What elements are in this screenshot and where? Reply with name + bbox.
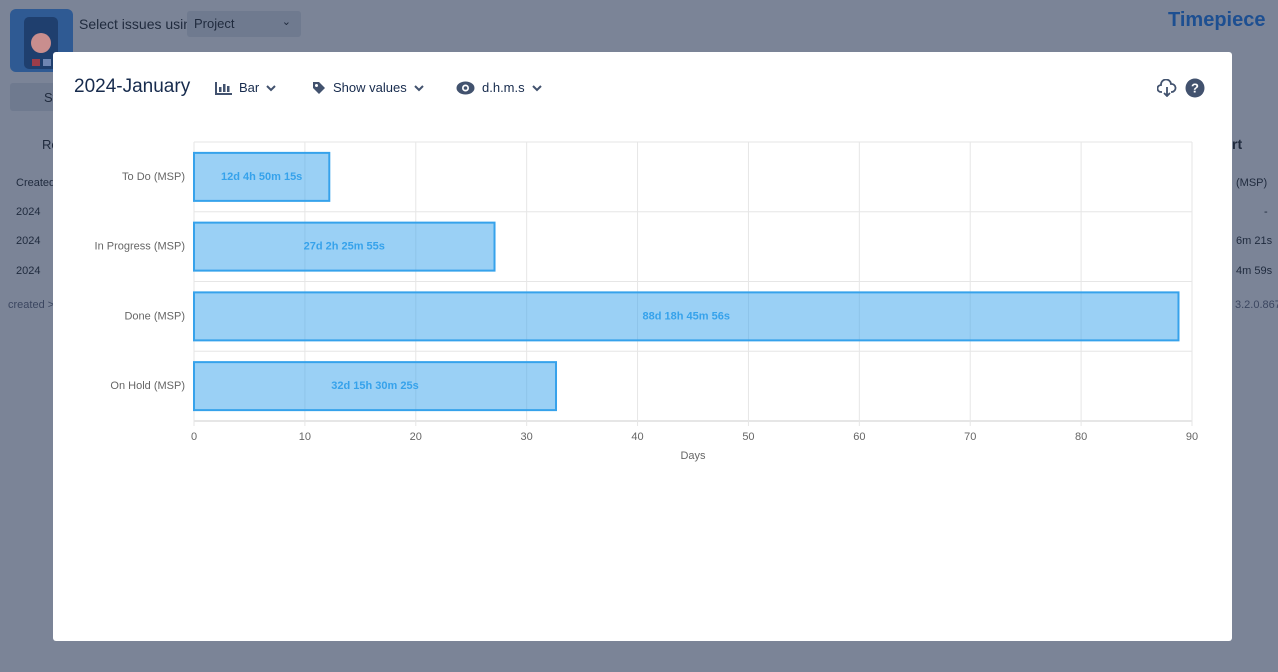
x-tick-label: 50 [742,431,754,443]
bar-icon [215,81,232,95]
table-cell: 2024 [16,235,41,247]
table-cell: 4m 59s [1236,265,1273,277]
select[interactable]: Project ⌄ [187,11,301,37]
version: 3.2.0.867 [1235,299,1278,311]
y-tick-label: To Do (MSP) [122,171,185,183]
bar [193,361,558,412]
modal-title: 2024-January [74,76,191,97]
y-tick-label: On Hold (MSP) [110,380,185,392]
bar [193,291,1180,342]
y-tick-label: In Progress (MSP) [95,241,185,253]
x-tick-label: 80 [1075,431,1087,443]
chevron [531,84,542,91]
export-text: rt [1232,136,1243,152]
value-label: 32d 15h 30m 25s [331,380,418,392]
app-logo [10,9,73,72]
x-tick-label: 30 [521,431,533,443]
value-label: 88d 18h 45m 56s [643,310,730,322]
table-cell: - [1264,206,1268,218]
toolbar-button[interactable]: St [10,83,60,111]
chevron: ⌄ [281,16,291,28]
bar [193,151,331,202]
menu-text: Show values [333,80,407,95]
download-button[interactable] [1157,79,1177,97]
menu-text: Bar [239,80,260,95]
chart-type-menu[interactable]: Bar [215,80,276,95]
x-tick-label: 40 [631,431,643,443]
x-tick-label: 90 [1186,431,1198,443]
modal: 2024-January Bar Show values d.h.m.s ? [53,52,1232,641]
table-header: Created [16,177,56,189]
footer-link: created > [8,299,55,311]
help-button[interactable]: ? [1185,78,1205,98]
table-cell: 2024 [16,265,41,277]
svg-text:?: ? [1191,81,1199,96]
value-label: 27d 2h 25m 55s [304,241,385,253]
table-header: (MSP) [1236,177,1268,189]
bar [193,221,496,272]
x-axis-label: Days [680,450,706,462]
select-label: Select issues using [79,16,199,32]
tag-icon [313,81,325,94]
chevron [414,84,424,91]
value-label: 12d 4h 50m 15s [221,171,302,183]
table-cell: 6m 21s [1236,235,1273,247]
brand: Timepiece [1168,9,1266,31]
x-tick-label: 60 [853,431,865,443]
select-value: Project [194,16,235,31]
x-tick-label: 10 [299,431,311,443]
x-tick-label: 70 [964,431,976,443]
format-menu[interactable]: d.h.m.s [456,80,542,95]
eye-icon [456,81,475,94]
chevron [266,84,276,91]
x-tick-label: 20 [410,431,422,443]
y-tick-label: Done (MSP) [124,310,185,322]
menu-text: d.h.m.s [482,80,525,95]
x-tick-label: 0 [191,431,197,443]
values-menu[interactable]: Show values [312,80,424,95]
table-cell: 2024 [16,206,41,218]
